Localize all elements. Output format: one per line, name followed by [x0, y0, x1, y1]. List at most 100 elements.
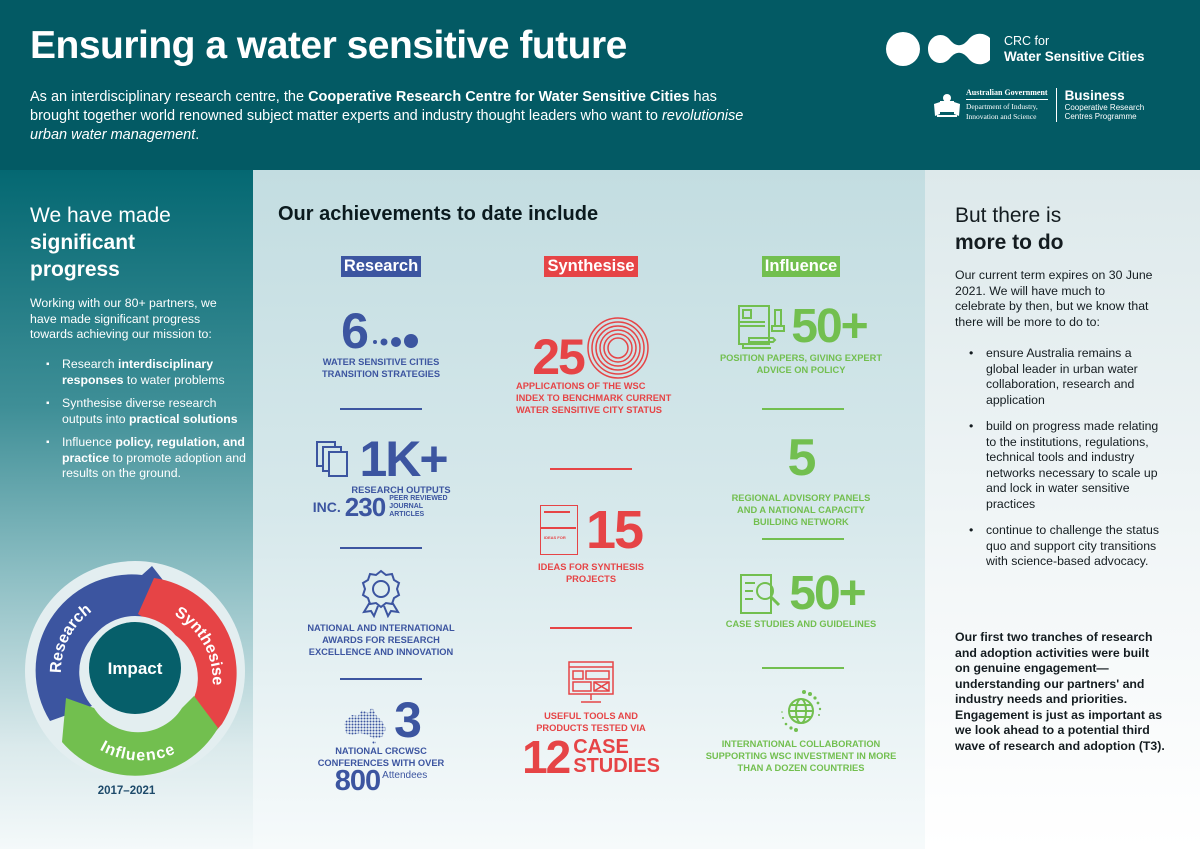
- progress-heading: We have made significant progress: [30, 202, 171, 283]
- mission-text: Synthesise diverse research outputs into: [62, 396, 217, 426]
- stat-sub-value: 800: [334, 765, 381, 797]
- crc-logo: CRC for Water Sensitive Cities: [886, 32, 1145, 66]
- research-column: Research: [276, 256, 486, 277]
- stat-research-outputs: 1K+ Research outputs INC. 230 Peer revie…: [276, 434, 486, 520]
- mission-text: Influence: [62, 435, 116, 449]
- business-line1: Cooperative Research: [1064, 103, 1145, 112]
- header-banner: Ensuring a water sensitive future As an …: [0, 0, 1200, 170]
- stat-sub-caption: Peer reviewed journal articles: [389, 495, 448, 518]
- synthesise-column-label: Synthesise: [544, 256, 638, 277]
- mission-item: Research interdisciplinary responses to …: [46, 357, 246, 388]
- stat-transition-strategies: 6 Water sensitive cities transition stra…: [276, 306, 486, 380]
- award-ribbon-icon: [361, 569, 401, 618]
- coat-of-arms-icon: [934, 94, 960, 117]
- synthesise-divider: [550, 627, 632, 629]
- intro-org-name: Cooperative Research Centre for Water Se…: [308, 89, 690, 105]
- future-goal-item: continue to challenge the status quo and…: [969, 523, 1159, 570]
- intro-text: As an interdisciplinary research centre,…: [30, 88, 760, 145]
- stat-sub-caption: Attendees: [382, 770, 428, 781]
- future-goal-item: ensure Australia remains a global leader…: [969, 346, 1159, 408]
- research-divider: [340, 678, 422, 680]
- intro-text-part: As an interdisciplinary research centre,…: [30, 89, 309, 105]
- progress-heading-light: We have made: [30, 204, 171, 227]
- web-tool-monitor-icon: [568, 661, 614, 703]
- stat-case-studies-guidelines: 50+ Case studies and guidelines: [696, 570, 906, 630]
- stat-caption: National and international awards for re…: [307, 623, 455, 657]
- mission-text: to promote adoption and results on the g…: [62, 450, 246, 481]
- progress-heading-bold: significant: [30, 231, 136, 254]
- stat-wsc-index: 25 Applications of the WSC Index to benc…: [486, 316, 696, 416]
- stat-tools-tested: Useful tools and products tested via 12 …: [486, 660, 696, 780]
- synthesise-divider: [550, 468, 632, 470]
- more-to-do-heading-bold: more to do: [955, 231, 1064, 254]
- government-department-text: Australian Government Department of Indu…: [966, 88, 1048, 122]
- government-logo: Australian Government Department of Indu…: [932, 88, 1144, 122]
- stat-caption: Water sensitive cities transition strate…: [321, 357, 441, 379]
- attendees-row: 800 Attendees: [276, 767, 486, 796]
- impact-center: [89, 622, 181, 714]
- influence-divider: [762, 408, 844, 410]
- more-to-do-lead: Our current term expires on 30 June 2021…: [955, 268, 1153, 329]
- stat-value: 25: [532, 329, 586, 385]
- stat-caption: Applications of the WSC Index to benchma…: [516, 381, 672, 415]
- future-goals-list: ensure Australia remains a global leader…: [969, 346, 1159, 581]
- progress-lead: Working with our 80+ partners, we have m…: [30, 296, 217, 341]
- stat-caption: Useful tools and products tested via: [536, 711, 646, 733]
- document-search-icon: [740, 574, 781, 614]
- stat-awards: National and international awards for re…: [276, 568, 486, 658]
- stat-position-papers: 50+ Position papers, giving expert advic…: [696, 302, 906, 376]
- synthesise-arc: [138, 578, 237, 738]
- synthesise-column: Synthesise: [486, 256, 696, 277]
- mission-text: Research: [62, 357, 119, 371]
- intro-text-part: has brought together world renowned subj…: [30, 89, 717, 124]
- page-title: Ensuring a water sensitive future: [30, 24, 627, 67]
- mission-item: Influence policy, regulation, and practi…: [46, 435, 246, 482]
- stat-value: 5: [787, 429, 817, 487]
- engagement-statement: Our first two tranches of research and a…: [955, 630, 1165, 753]
- case-studies-label: CASE STUDIES: [573, 737, 660, 776]
- influence-divider: [762, 538, 844, 540]
- globe-icon: [781, 690, 822, 732]
- influence-column: Influence: [696, 256, 906, 277]
- intro-text-part: .: [195, 127, 200, 143]
- ideas-form-icon-text: IDEAS FOR: [543, 535, 566, 540]
- mission-emphasis: practical solutions: [129, 411, 238, 426]
- more-to-do-heading: But there is more to do: [955, 202, 1064, 256]
- stat-value: 1K+: [359, 431, 448, 487]
- crc-logo-wave-icon: [928, 33, 990, 65]
- business-line2: Centres Programme: [1064, 112, 1137, 121]
- research-column-label: Research: [340, 256, 422, 277]
- concentric-circles-icon: [587, 317, 649, 379]
- more-to-do-heading-light: But there is: [955, 204, 1062, 227]
- business-title: Business: [1064, 88, 1125, 103]
- stat-advisory-panels: 5 Regional advisory panels and a nationa…: [696, 432, 906, 528]
- research-divider: [340, 547, 422, 549]
- mission-emphasis: interdisciplinary responses: [62, 357, 214, 387]
- stat-international-collaboration: International collaboration supporting W…: [696, 688, 906, 774]
- mission-item: Synthesise diverse research outputs into…: [46, 396, 246, 427]
- influence-divider: [762, 667, 844, 669]
- more-to-do-panel: But there is more to do Our current term…: [925, 170, 1200, 849]
- stat-value: 50+: [791, 300, 868, 353]
- logo-divider: [1055, 88, 1057, 122]
- case-studies-row: 12 CASE STUDIES: [486, 734, 696, 780]
- achievements-panel: Our achievements to date include Researc…: [253, 170, 925, 849]
- australia-map-icon: [344, 707, 387, 744]
- achievements-heading: Our achievements to date include: [278, 203, 599, 225]
- impact-cycle-diagram: Impact Research Synthesise Influence: [25, 561, 245, 781]
- crc-logo-line2: Water Sensitive Cities: [1004, 48, 1145, 64]
- stat-sub-value: 230: [344, 492, 386, 522]
- progress-panel: We have made significant progress Workin…: [0, 170, 253, 849]
- stat-caption: Ideas for synthesis projects: [538, 562, 644, 584]
- mission-emphasis: policy, regulation, and practice: [62, 435, 245, 465]
- gov-dept-line1: Department of Industry,: [966, 102, 1038, 111]
- stat-value: 3: [394, 692, 422, 748]
- documents-icon: [316, 441, 349, 477]
- gov-title: Australian Government: [966, 88, 1048, 100]
- influence-arc: [62, 696, 218, 776]
- gov-dept-line2: Innovation and Science: [966, 112, 1037, 121]
- stat-caption: International collaboration supporting W…: [705, 739, 897, 773]
- progress-heading-bold: progress: [30, 258, 120, 281]
- stat-ideas: IDEAS FOR 15 Ideas for synthesis project…: [486, 503, 696, 585]
- business-crc-text: Business Cooperative Research Centres Pr…: [1064, 88, 1145, 122]
